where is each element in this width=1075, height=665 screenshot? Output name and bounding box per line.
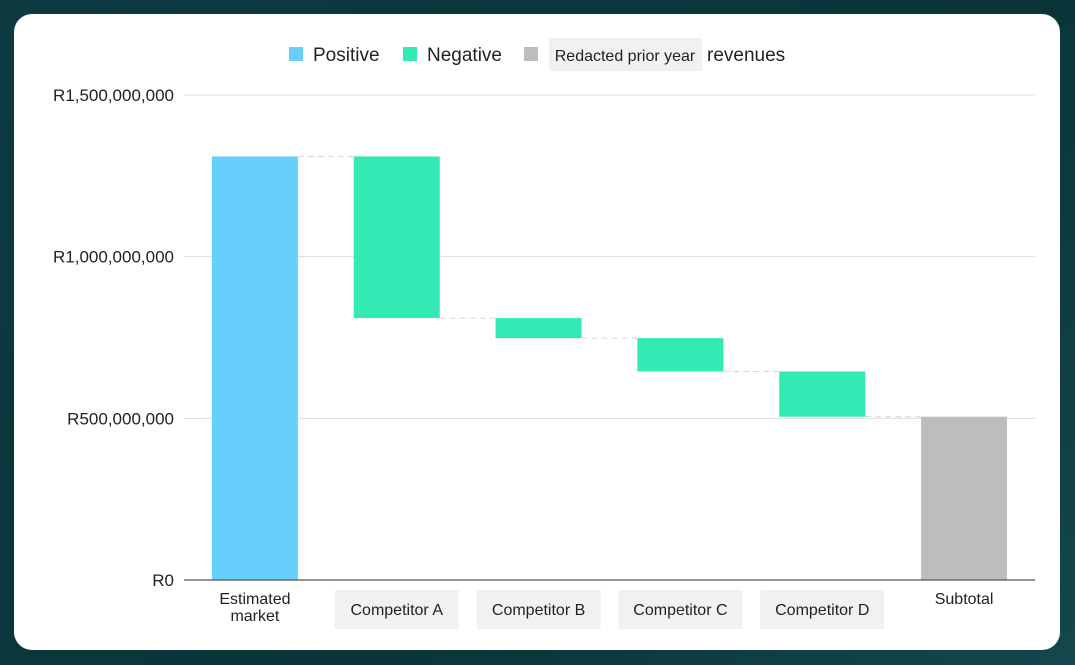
legend-redacted-box [549,38,702,71]
bar-negative [637,338,724,372]
category-label: Competitor D [775,602,869,619]
category-label: Competitor A [351,602,444,619]
category-label: Estimated [219,591,290,608]
category-label-box [618,590,743,629]
bar-negative [353,156,440,319]
chart-card: R0 R500,000,000 R1,000,000,000 R1,500,000,0… [14,14,1060,650]
bar-positive [211,156,298,580]
y-tick-label: R1,500,000,000 [53,86,174,105]
bar-negative [495,318,582,339]
y-tick-label: R1,000,000,000 [53,248,174,267]
y-tick-label: R500,000,000 [67,409,174,428]
legend-swatch-subtotal [524,47,538,61]
bar-negative [779,371,866,417]
category-label: Competitor C [633,602,727,619]
legend-swatch-negative [403,47,417,61]
category-label: market [230,608,279,625]
category-label-box [476,590,601,629]
legend-label-positive: Positive [313,45,380,66]
waterfall-chart: R0 R500,000,000 R1,000,000,000 R1,500,000,0… [53,38,1035,629]
legend-label-negative: Negative [427,45,502,66]
category-label: Subtotal [935,591,994,608]
legend-swatch-positive [289,47,303,61]
category-label-box [760,590,885,629]
category-label: Competitor B [492,602,585,619]
category-label-box [334,590,459,629]
bar-subtotal [921,416,1008,580]
legend-label-subtotal: Redacted prior year [555,48,696,65]
legend-label-subtotal-suffix: revenues [707,45,785,66]
y-tick-label: R0 [152,571,174,590]
